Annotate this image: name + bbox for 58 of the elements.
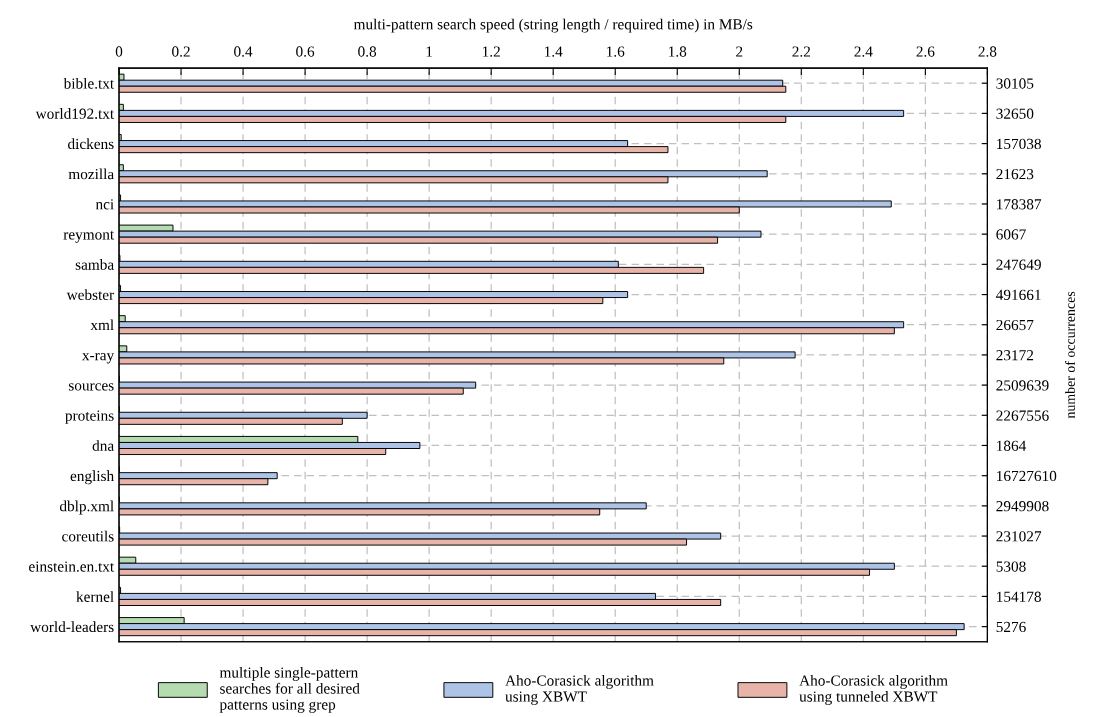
x-tick-label: 0.4 bbox=[234, 46, 253, 57]
y-tick-label: mozilla bbox=[68, 168, 114, 180]
y2-tick-label: 1864 bbox=[997, 440, 1027, 451]
x-tick-label: 1.2 bbox=[482, 46, 500, 57]
y-tick-label: bible.txt bbox=[63, 77, 115, 89]
x-tick-label: 1 bbox=[426, 46, 433, 57]
y-tick-label: english bbox=[70, 470, 114, 485]
y2-tick-label: 6067 bbox=[996, 229, 1026, 240]
y-tick-label: dickens bbox=[68, 138, 114, 150]
y2-tick-label: 23172 bbox=[996, 350, 1034, 361]
x-tick-label: 1.6 bbox=[607, 46, 625, 57]
x-tick-label: 0.6 bbox=[296, 46, 315, 57]
y2-tick-label: 231027 bbox=[996, 531, 1042, 542]
y2-axis-title: number of occurrences bbox=[1065, 291, 1075, 419]
x-tick-label: 2.4 bbox=[854, 46, 873, 57]
y2-tick-label: 26657 bbox=[996, 319, 1034, 331]
y-tick-label: world192.txt bbox=[35, 108, 115, 119]
y2-tick-label: 32650 bbox=[996, 108, 1034, 119]
x-tick-label: 2.8 bbox=[978, 46, 997, 57]
y2-tick-label: 247649 bbox=[996, 259, 1041, 270]
y2-tick-label: 5308 bbox=[996, 561, 1026, 572]
x-axis-title: multi-pattern search speed (string length / required time) in MB/s bbox=[353, 18, 753, 33]
x-tick-label: 0 bbox=[115, 46, 123, 57]
y2-tick-label: 21623 bbox=[996, 168, 1034, 180]
legend-label: multiple single-pattern searches for all desired patterns using grep bbox=[219, 666, 360, 713]
x-tick-label: 1.8 bbox=[669, 46, 687, 57]
y2-tick-label: 16727610 bbox=[997, 470, 1057, 482]
y2-tick-label: 2949908 bbox=[996, 501, 1049, 512]
y2-tick-label: 2267556 bbox=[996, 410, 1049, 421]
y-tick-label: einstein.en.txt bbox=[29, 561, 115, 572]
y2-tick-label: 157038 bbox=[997, 138, 1041, 150]
y2-tick-label: 5276 bbox=[996, 621, 1026, 633]
y-tick-label: x-ray bbox=[82, 352, 115, 364]
x-tick-label: 1.4 bbox=[545, 46, 563, 57]
x-tick-label: 0.2 bbox=[172, 46, 190, 57]
y-tick-label: xml bbox=[90, 319, 114, 331]
x-tick-label: 0.8 bbox=[358, 46, 377, 57]
x-tick-label: 2.6 bbox=[916, 46, 935, 57]
legend-label: Aho-Corasick algorithm using XBWT bbox=[505, 674, 654, 705]
y2-tick-label: 154178 bbox=[997, 591, 1041, 602]
y2-tick-label: 30105 bbox=[996, 78, 1034, 89]
y2-tick-label: 2509639 bbox=[996, 380, 1049, 391]
y2-tick-label: 178387 bbox=[997, 199, 1042, 210]
y-tick-label: sources bbox=[68, 383, 114, 391]
y2-tick-label: 491661 bbox=[996, 289, 1041, 300]
y-tick-label: kernel bbox=[76, 591, 114, 602]
x-tick-label: 2 bbox=[736, 46, 743, 57]
y-tick-label: dblp.xml bbox=[59, 500, 114, 515]
y-tick-label: world-leaders bbox=[30, 621, 114, 633]
legend-label: Aho-Corasick algorithm using tunneled XBWT bbox=[799, 674, 948, 705]
y-tick-label: proteins bbox=[65, 410, 114, 424]
y-tick-label: samba bbox=[75, 259, 114, 270]
y-tick-label: nci bbox=[95, 199, 114, 210]
y-tick-label: coreutils bbox=[62, 530, 114, 542]
y-tick-label: reymont bbox=[63, 230, 115, 243]
y-tick-label: webster bbox=[66, 289, 115, 300]
x-tick-label: 2.2 bbox=[792, 46, 811, 57]
y-tick-label: dna bbox=[92, 440, 114, 451]
